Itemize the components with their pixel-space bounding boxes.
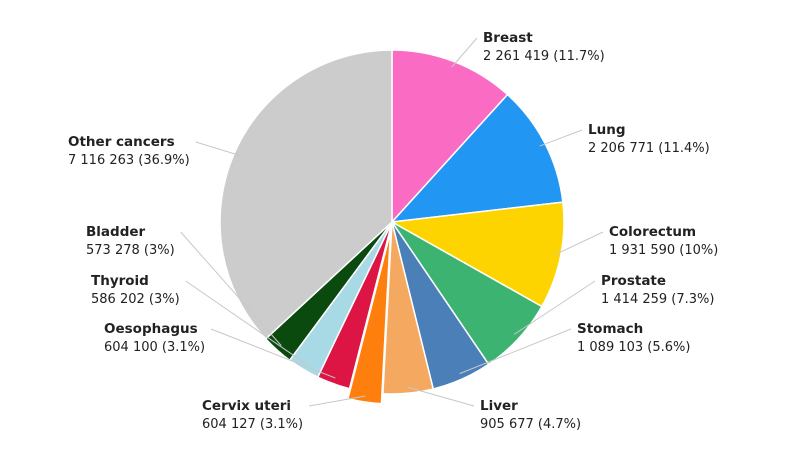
slice-label: Breast bbox=[483, 30, 533, 46]
slice-label: Liver bbox=[480, 398, 518, 414]
value-label: 905 677 (4.7%) bbox=[480, 417, 581, 432]
leader-line bbox=[407, 386, 475, 407]
leader-line bbox=[539, 129, 583, 147]
pie-slice bbox=[389, 201, 565, 308]
pie-slice bbox=[382, 221, 435, 395]
leader-line bbox=[195, 141, 241, 157]
slice-label: Colorectum bbox=[609, 224, 696, 240]
slice-label: Lung bbox=[588, 122, 626, 138]
slice-label: Bladder bbox=[86, 224, 146, 240]
leader-line bbox=[210, 328, 336, 379]
pie-slice bbox=[347, 231, 392, 405]
slice-label: Prostate bbox=[601, 273, 666, 289]
slice-label: Other cancers bbox=[68, 134, 175, 150]
leader-line bbox=[308, 395, 366, 407]
value-label: 7 116 263 (36.9%) bbox=[68, 153, 190, 168]
leader-line bbox=[554, 231, 604, 256]
pie-slice bbox=[391, 49, 509, 224]
value-label: 573 278 (3%) bbox=[86, 243, 175, 258]
slice-label: Oesophagus bbox=[104, 321, 198, 337]
leader-line bbox=[451, 37, 478, 68]
slices bbox=[219, 49, 565, 405]
value-label: 1 089 103 (5.6%) bbox=[577, 340, 690, 355]
value-label: 604 100 (3.1%) bbox=[104, 340, 205, 355]
value-label: 1 414 259 (7.3%) bbox=[601, 292, 714, 307]
value-label: 586 202 (3%) bbox=[91, 292, 180, 307]
leader-line bbox=[185, 280, 307, 365]
leader-line bbox=[513, 280, 596, 335]
leader-line bbox=[459, 328, 572, 375]
value-label: 604 127 (3.1%) bbox=[202, 417, 303, 432]
value-label: 1 931 590 (10%) bbox=[609, 243, 718, 258]
leader-line bbox=[180, 231, 282, 346]
pie-slice bbox=[390, 93, 564, 223]
slice-label: Cervix uteri bbox=[202, 398, 291, 414]
slice-label: Thyroid bbox=[91, 273, 149, 289]
slice-label: Stomach bbox=[577, 321, 643, 337]
value-label: 2 206 771 (11.4%) bbox=[588, 141, 710, 156]
value-label: 2 261 419 (11.7%) bbox=[483, 49, 605, 64]
